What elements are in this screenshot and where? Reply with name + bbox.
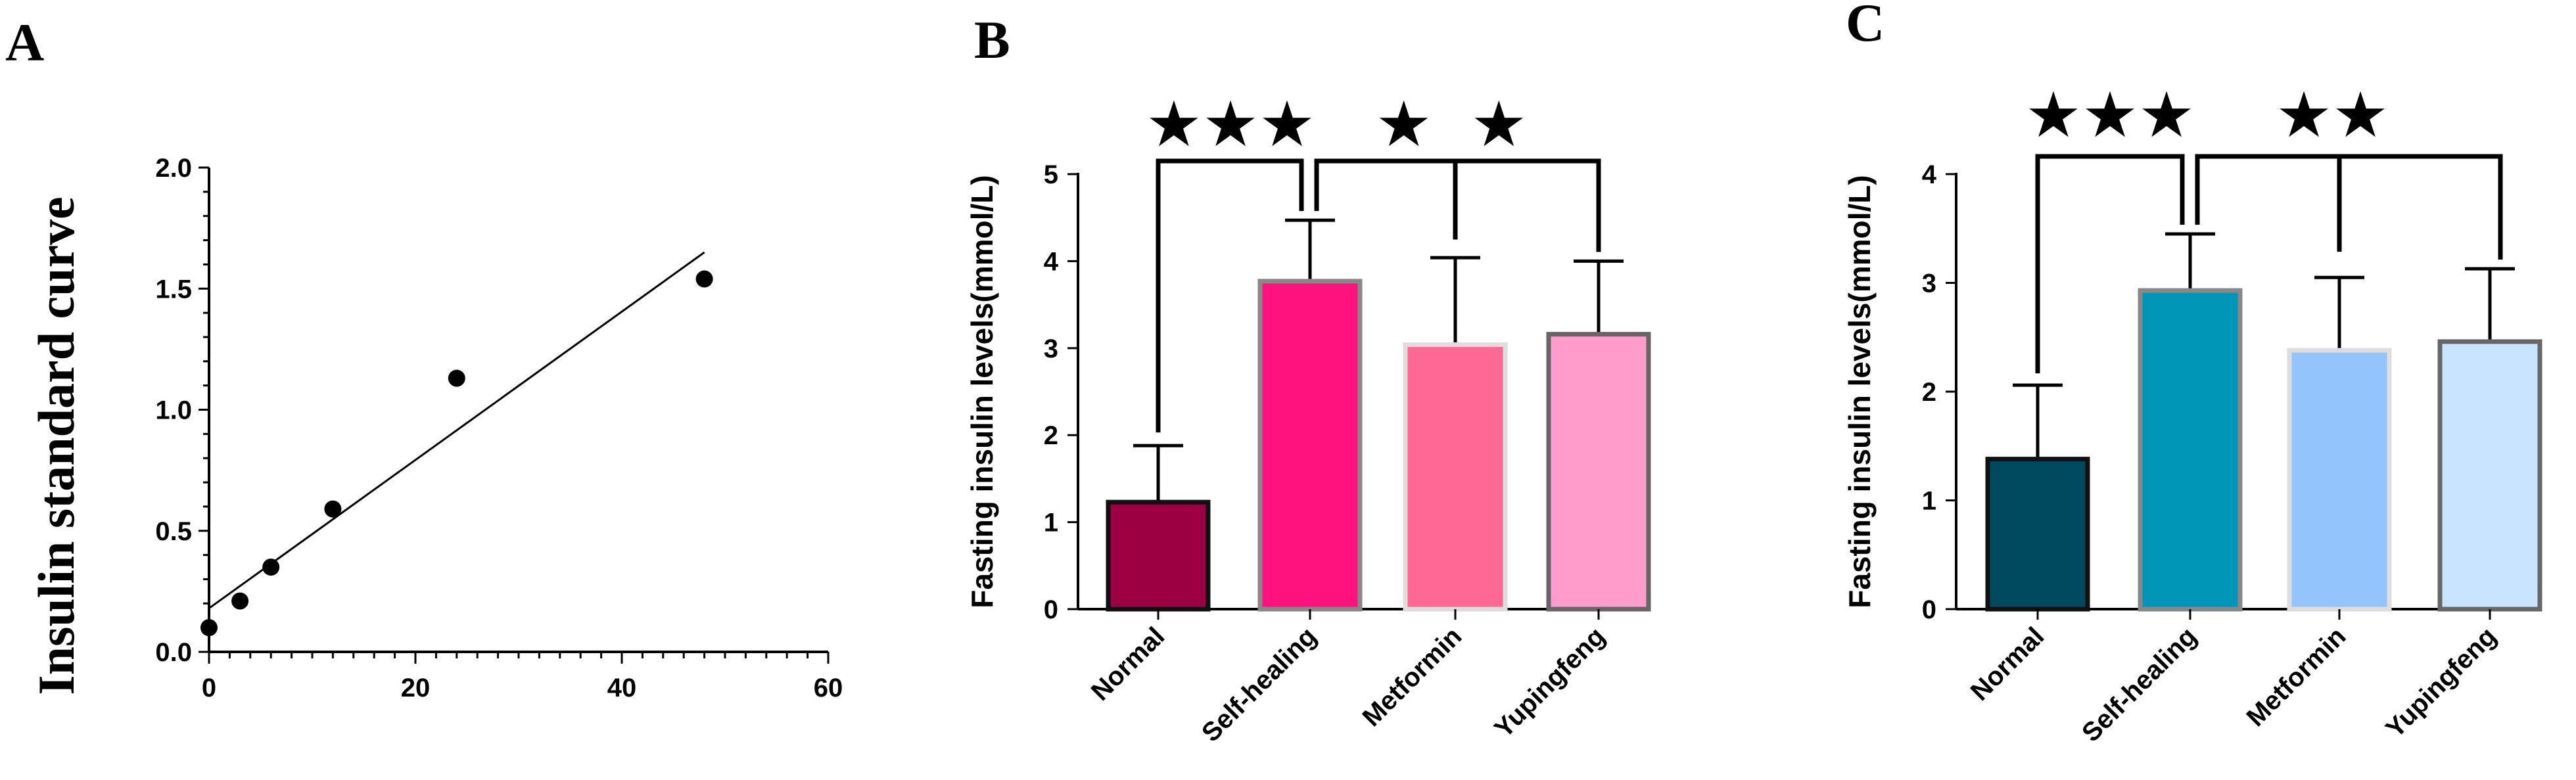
panel-b-bar-chart: 0 1 2 3 4 5 Normal Self-healing Metformin Yupingf… [965,87,1651,748]
y-tick-label: 3 [1044,334,1058,363]
significance-bracket [1156,158,1304,433]
bar [1985,457,2090,612]
x-category-label: Metformin [1357,622,1468,732]
y-axis-label: Fasting insulin levels(mmol/L) [1842,175,1877,608]
panel-letter-a: A [5,12,44,72]
x-category-label: Self-healing [2076,622,2202,747]
x-tick-label: 40 [607,674,637,702]
y-tick-label: 0 [1922,595,1936,624]
y-tick-label: 0.5 [155,517,192,546]
data-point [324,500,342,518]
bar [1546,332,1651,612]
y-tick-label: 4 [1044,247,1059,276]
y-tick-label: 5 [1044,160,1058,189]
y-tick-label: 2 [1044,421,1058,450]
data-point [200,619,218,637]
y-axis-label: Insulin standard curve [28,196,85,695]
x-category-label: Self-healing [1196,622,1322,747]
y-tick-label: 1.0 [155,396,192,425]
y-tick-label: 4 [1922,160,1937,189]
y-tick-label: 3 [1922,269,1936,298]
y-tick-label: 1 [1922,487,1936,516]
panel-c-bar-chart: 0 1 2 3 4 Normal Self-healing Metformin Yupingfe… [1842,78,2542,748]
significance-stars: ★★★ [1146,87,1315,161]
x-category-label: Yupingfeng [1489,622,1610,743]
data-point [448,369,465,387]
x-category-label: Normal [1965,622,2050,706]
significance-bracket [2195,154,2503,260]
significance-stars: ★★★ [2025,78,2195,152]
bar [1257,279,1363,612]
y-axis-label: Fasting insulin levels(mmol/L) [965,175,999,608]
x-category-label: Metformin [2241,622,2352,732]
x-tick-label: 0 [202,674,216,702]
x-tick-label: 60 [814,674,843,702]
bar [1106,499,1211,612]
bar [2287,348,2392,612]
y-tick-label: 1 [1044,509,1058,538]
data-point [262,559,280,576]
panel-letter-c: C [1846,0,1885,53]
significance-stars: ★★ [2276,78,2389,152]
x-tick-label: 20 [401,674,431,702]
x-category-label: Yupingfeng [2380,622,2502,743]
fit-line [208,251,705,609]
y-tick-label: 0 [1044,595,1058,624]
panel-a-scatter-chart: 0.0 0.5 1.0 1.5 2.0 0 20 40 60 Insulin standard c… [28,154,843,702]
data-point [231,592,249,610]
bar [1403,342,1508,612]
bar [2138,288,2243,612]
bar [2437,339,2542,612]
significance-bracket [2035,154,2185,374]
y-tick-label: 0.0 [155,638,192,667]
significance-stars: ★ ★ [1376,87,1537,161]
y-tick-label: 2 [1922,378,1936,407]
y-tick-label: 2.0 [155,154,192,183]
x-category-label: Normal [1086,622,1171,706]
data-point [695,270,713,288]
panel-letter-b: B [974,10,1010,70]
y-tick-label: 1.5 [155,275,192,304]
